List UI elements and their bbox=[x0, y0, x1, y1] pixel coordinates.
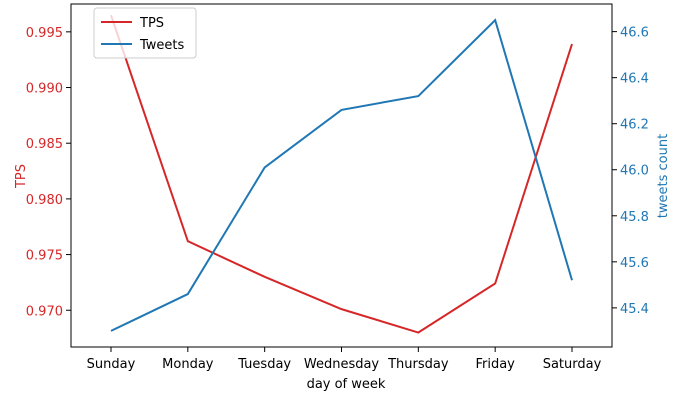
right-tick-label: 45.4 bbox=[620, 302, 649, 317]
y-axis-label-right: tweets count bbox=[656, 134, 671, 218]
right-tick-label: 46.2 bbox=[620, 118, 649, 133]
legend: TPS Tweets bbox=[93, 7, 197, 59]
x-tick-label: Tuesday bbox=[237, 357, 291, 372]
x-tick-label: Wednesday bbox=[304, 357, 380, 372]
series-layer bbox=[110, 14, 573, 334]
left-tick-label: 0.975 bbox=[26, 249, 63, 264]
right-axis-ticks: 45.4 45.6 45.8 46.0 46.2 46.4 46.6 bbox=[612, 26, 649, 317]
right-tick-label: 46.6 bbox=[620, 26, 649, 41]
right-tick-label: 45.8 bbox=[620, 210, 649, 225]
x-tick-label: Thursday bbox=[387, 357, 449, 372]
left-tick-label: 0.970 bbox=[26, 304, 63, 319]
x-axis-ticks: Sunday Monday Tuesday Wednesday Thursday Frid… bbox=[87, 347, 602, 372]
legend-box bbox=[93, 7, 197, 59]
left-axis-ticks: 0.970 0.975 0.980 0.985 0.990 0.995 bbox=[26, 26, 71, 319]
x-tick-label: Sunday bbox=[87, 357, 136, 372]
x-tick-label: Monday bbox=[162, 357, 214, 372]
right-tick-label: 46.0 bbox=[620, 164, 649, 179]
series-line-tps bbox=[110, 14, 573, 334]
x-tick-label: Saturday bbox=[543, 357, 602, 372]
left-tick-label: 0.980 bbox=[26, 193, 63, 208]
right-tick-label: 46.4 bbox=[620, 72, 649, 87]
legend-label-tps: TPS bbox=[139, 16, 164, 31]
left-tick-label: 0.985 bbox=[26, 137, 63, 152]
right-tick-label: 45.6 bbox=[620, 256, 649, 271]
legend-label-tweets: Tweets bbox=[139, 38, 185, 53]
series-line-tweets bbox=[110, 18, 573, 332]
x-axis-label: day of week bbox=[307, 377, 386, 392]
y-axis-label-left: TPS bbox=[14, 164, 29, 189]
x-tick-label: Friday bbox=[475, 357, 515, 372]
left-tick-label: 0.995 bbox=[26, 26, 63, 41]
left-tick-label: 0.990 bbox=[26, 82, 63, 97]
